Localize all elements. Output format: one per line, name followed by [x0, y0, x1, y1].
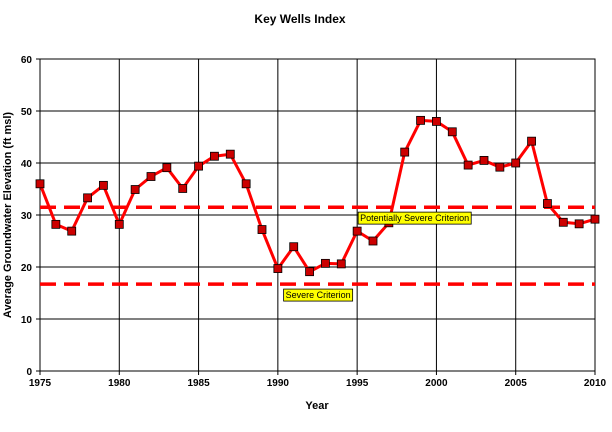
criterion-label-box	[283, 288, 354, 302]
data-point	[114, 219, 124, 229]
x-tick-label: 1995	[346, 378, 369, 389]
y-axis-title: Average Groundwater Elevation (ft msl)	[2, 112, 14, 319]
data-point	[305, 267, 314, 277]
y-tick-label: 20	[21, 263, 33, 274]
criterion-label-box	[357, 211, 472, 225]
data-point	[130, 185, 140, 194]
criterion-label-text: Severe Criterion	[286, 290, 351, 300]
data-point	[178, 184, 188, 193]
data-point	[495, 162, 505, 172]
data-point	[590, 214, 600, 224]
data-point	[257, 225, 267, 234]
criterion-label: Potentially Severe Criterion	[357, 211, 472, 225]
y-tick-label: 50	[21, 107, 33, 118]
data-point	[146, 172, 156, 181]
data-point	[463, 160, 473, 170]
y-tick-label: 10	[21, 315, 33, 326]
data-point	[432, 117, 441, 126]
criterion-label-text: Potentially Severe Criterion	[360, 213, 469, 223]
annotation-layer: Potentially Severe Criterion Severe Crite…	[283, 211, 472, 302]
grid-layer	[36, 58, 596, 375]
data-point	[273, 264, 283, 273]
data-point	[289, 242, 299, 252]
x-tick-label: 1985	[187, 378, 210, 389]
data-point	[558, 217, 568, 227]
data-point	[321, 258, 330, 268]
data-point	[352, 226, 362, 236]
x-tick-label: 1975	[29, 378, 52, 389]
reference-lines	[40, 205, 595, 286]
data-point	[35, 179, 45, 189]
x-tick-label: 1990	[267, 378, 290, 389]
y-tick-label: 60	[21, 55, 33, 66]
criterion-label: Severe Criterion	[283, 288, 354, 302]
data-point	[527, 136, 536, 146]
y-tick-label: 40	[21, 159, 33, 170]
data-point	[368, 236, 378, 246]
data-point	[447, 127, 457, 137]
data-point	[67, 226, 77, 236]
y-tick-label: 0	[26, 367, 32, 378]
data-point	[400, 147, 410, 157]
data-point	[241, 179, 251, 189]
tick-labels: 1975 1980 1985 1990 1995 2000 2005 2010 0 10 20 30 4…	[21, 55, 607, 389]
data-point	[162, 163, 172, 173]
data-point	[194, 161, 203, 171]
x-tick-label: 2010	[584, 378, 607, 389]
x-tick-label: 2000	[425, 378, 448, 389]
data-point	[479, 155, 489, 165]
data-point	[511, 158, 521, 168]
data-point	[574, 219, 584, 229]
chart-title: Key Wells Index	[254, 12, 345, 26]
data-point	[543, 199, 552, 208]
data-point	[416, 115, 425, 125]
data-point	[225, 149, 235, 159]
data-point	[336, 259, 346, 269]
data-point	[99, 180, 108, 190]
x-axis-title: Year	[305, 400, 329, 412]
x-tick-label: 1980	[108, 378, 131, 389]
data-point	[210, 151, 219, 161]
data-point	[83, 193, 92, 203]
y-tick-label: 30	[21, 211, 33, 222]
x-tick-label: 2005	[505, 378, 528, 389]
data-point	[51, 219, 61, 229]
